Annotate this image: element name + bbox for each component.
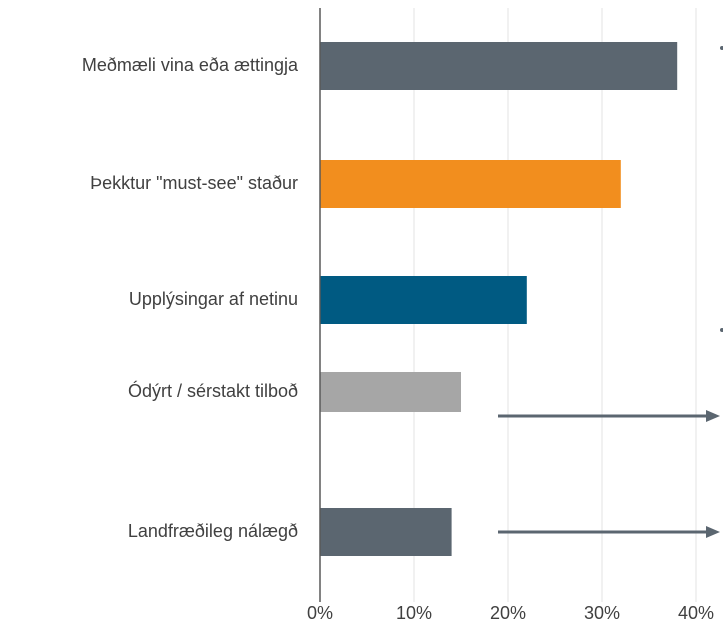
x-tick-label: 30% <box>584 603 620 623</box>
bar <box>320 160 621 208</box>
x-tick-label: 10% <box>396 603 432 623</box>
bar <box>320 508 452 556</box>
y-tick-label: Meðmæli vina eða ættingja <box>82 55 299 75</box>
bar <box>320 42 678 90</box>
x-tick-label: 20% <box>490 603 526 623</box>
x-tick-label: 40% <box>678 603 714 623</box>
y-tick-label: Landfræðileg nálægð <box>128 521 298 541</box>
marker <box>720 328 723 332</box>
y-tick-label: Ódýrt / sérstakt tilboð <box>128 380 298 401</box>
arrow <box>498 526 720 538</box>
y-tick-label: Upplýsingar af netinu <box>129 289 298 309</box>
x-tick-label: 0% <box>307 603 333 623</box>
bar <box>320 276 527 324</box>
marker <box>720 46 723 50</box>
bars <box>320 42 678 556</box>
arrow <box>498 410 720 422</box>
bar <box>320 372 461 412</box>
y-tick-label: Þekktur "must-see" staður <box>90 173 298 193</box>
